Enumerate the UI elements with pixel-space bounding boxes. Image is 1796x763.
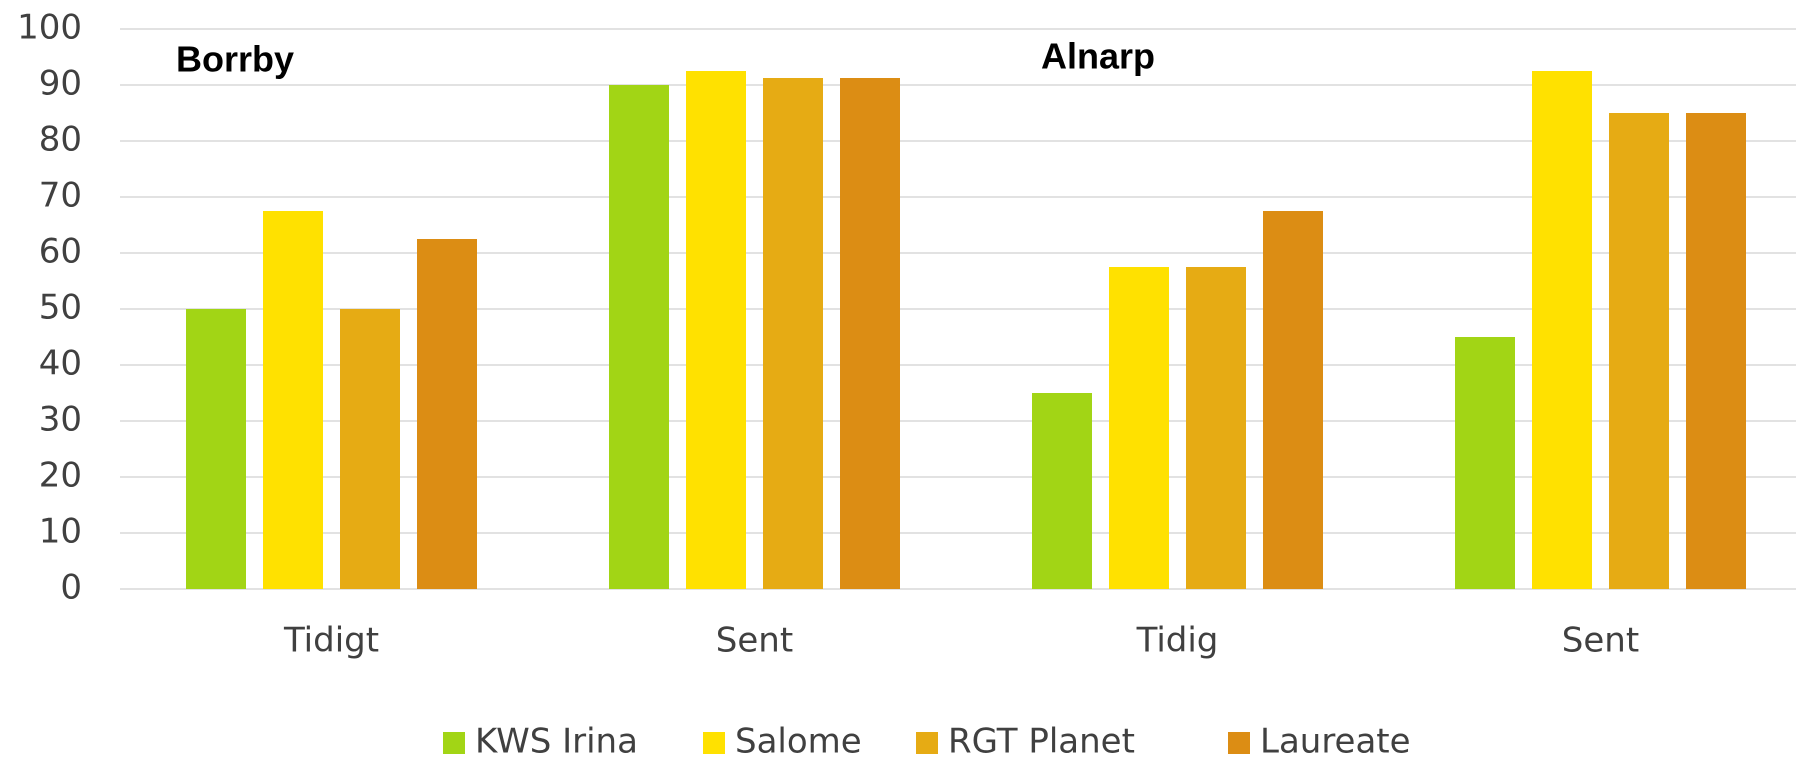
y-tick-label: 0 xyxy=(60,568,82,608)
bar xyxy=(763,78,823,589)
y-tick-label: 90 xyxy=(39,64,82,104)
bar xyxy=(340,309,400,589)
y-tick-label: 30 xyxy=(39,400,82,440)
y-tick-label: 100 xyxy=(17,8,82,48)
bar xyxy=(1686,113,1746,589)
bar xyxy=(1109,267,1169,589)
bar xyxy=(1186,267,1246,589)
bar xyxy=(1532,71,1592,589)
bar xyxy=(417,239,477,589)
x-tick-label: Sent xyxy=(716,621,793,661)
y-tick-label: 60 xyxy=(39,232,82,272)
y-tick-label: 70 xyxy=(39,176,82,216)
y-tick-label: 10 xyxy=(39,512,82,552)
bar xyxy=(686,71,746,589)
annotation: Borrby xyxy=(176,39,294,80)
bar xyxy=(1263,211,1323,589)
x-tick-label: Tidig xyxy=(1136,621,1219,661)
bar xyxy=(1455,337,1515,589)
bar xyxy=(263,211,323,589)
bar xyxy=(1032,393,1092,589)
y-tick-label: 80 xyxy=(39,120,82,160)
legend-swatch xyxy=(1228,732,1250,754)
bar xyxy=(609,85,669,589)
legend-label: RGT Planet xyxy=(948,722,1135,762)
legend-swatch xyxy=(443,732,465,754)
annotation: Alnarp xyxy=(1041,36,1155,77)
bar xyxy=(1609,113,1669,589)
bar xyxy=(840,78,900,589)
legend-label: Laureate xyxy=(1260,722,1411,762)
y-tick-label: 50 xyxy=(39,288,82,328)
legend-label: KWS Irina xyxy=(475,722,638,762)
x-tick-label: Tidigt xyxy=(283,621,379,661)
legend-swatch xyxy=(703,732,725,754)
legend-label: Salome xyxy=(735,722,862,762)
y-tick-label: 40 xyxy=(39,344,82,384)
x-tick-label: Sent xyxy=(1562,621,1639,661)
y-tick-label: 20 xyxy=(39,456,82,496)
legend-swatch xyxy=(916,732,938,754)
bar xyxy=(186,309,246,589)
